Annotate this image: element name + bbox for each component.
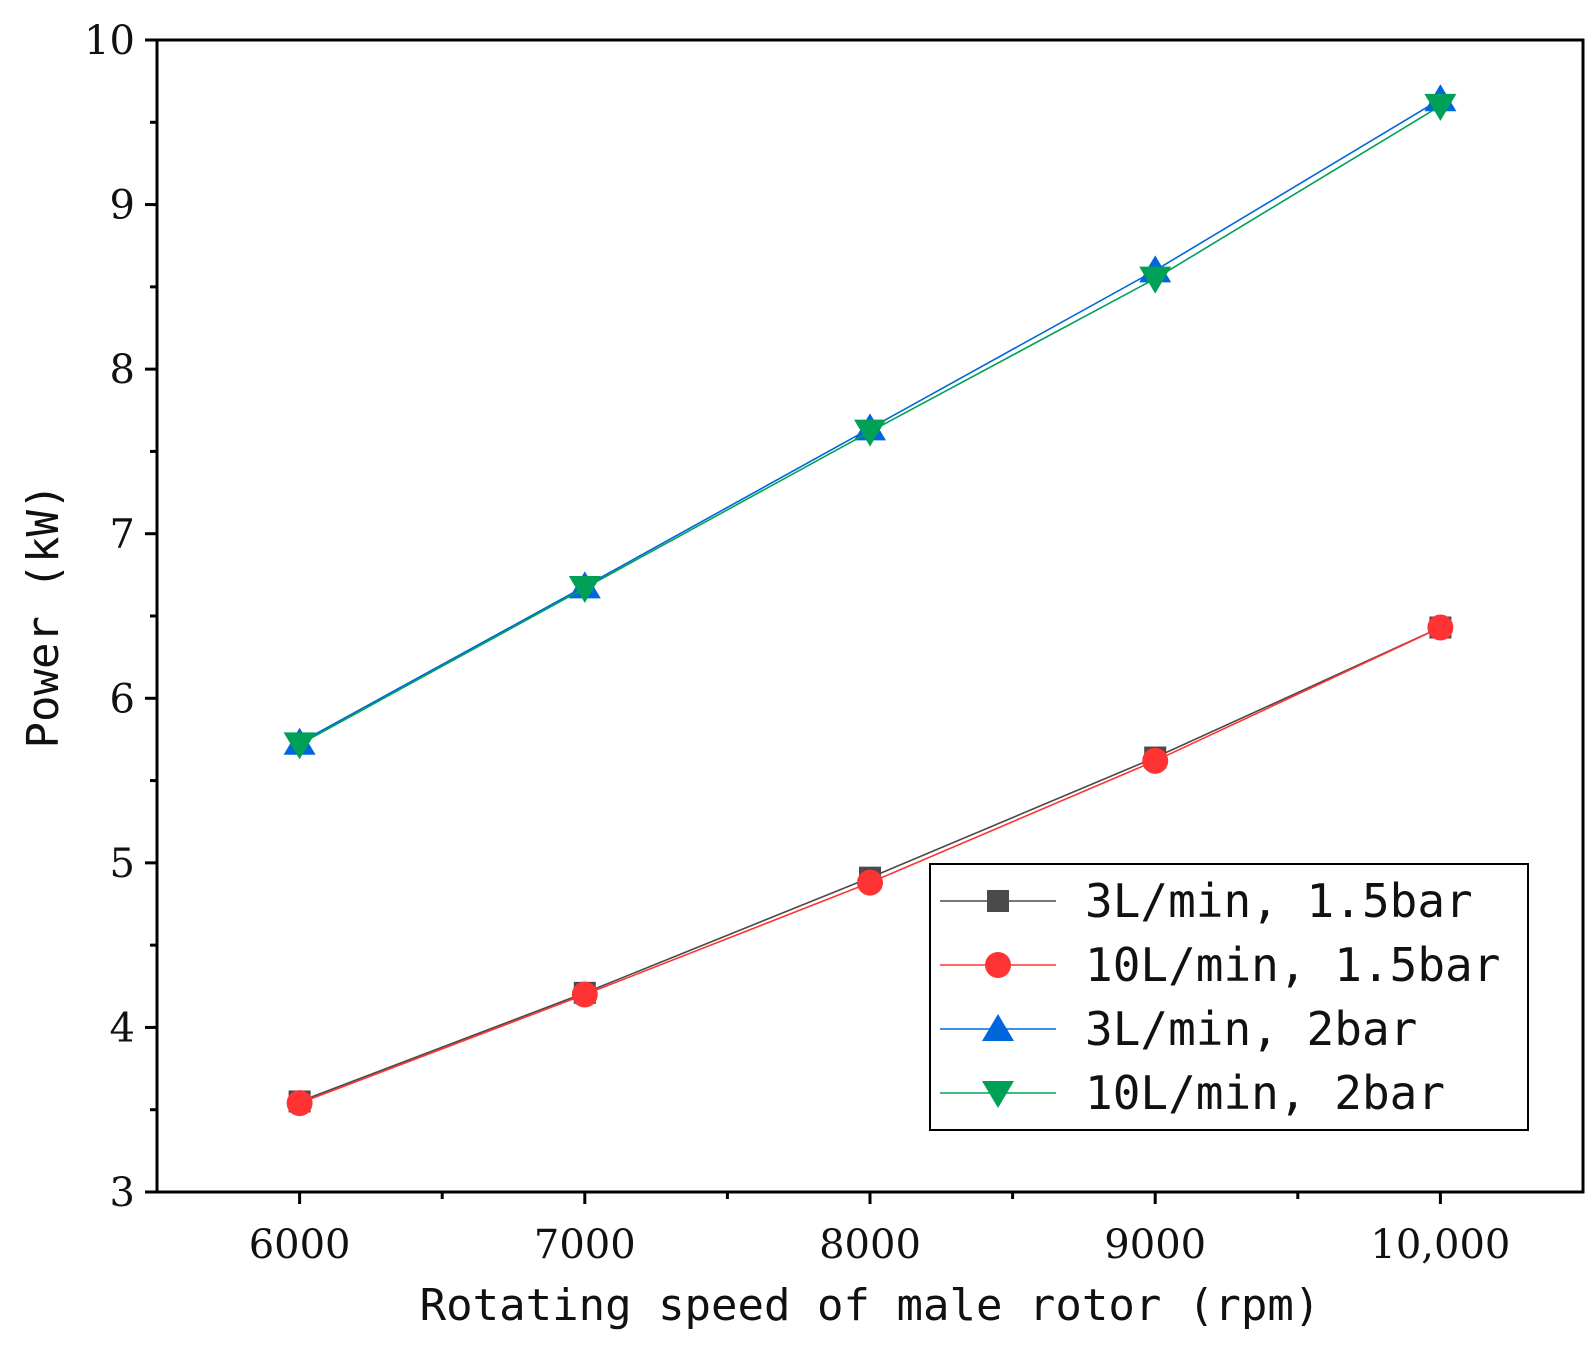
series-layer xyxy=(283,84,1457,1117)
axis-ticks: 6000 7000 8000 9000 10,000 3 4 5 6 7 8 9 10 xyxy=(84,18,1510,1268)
y-tick-label: 5 xyxy=(110,841,135,887)
legend-item: 10L/min, 1.5bar xyxy=(940,938,1500,992)
x-tick-label: 7000 xyxy=(534,1222,636,1268)
data-point xyxy=(854,419,886,447)
x-tick-label: 9000 xyxy=(1104,1222,1206,1268)
legend-item: 3L/min, 1.5bar xyxy=(940,874,1473,928)
data-point xyxy=(857,869,883,896)
legend-marker xyxy=(982,1014,1014,1041)
legend-marker xyxy=(985,952,1011,978)
x-tick-label: 8000 xyxy=(819,1222,921,1268)
legend-label: 3L/min, 1.5bar xyxy=(1085,874,1473,928)
series-3 xyxy=(283,84,1457,755)
data-point xyxy=(1139,266,1172,294)
y-axis-title: Power (kW) xyxy=(18,484,69,749)
y-tick-label: 8 xyxy=(110,347,135,393)
legend-marker xyxy=(987,890,1009,912)
data-point xyxy=(1427,614,1454,641)
legend-label: 10L/min, 1.5bar xyxy=(1085,938,1500,992)
legend-marker xyxy=(982,1081,1014,1108)
y-tick-label: 7 xyxy=(110,512,135,558)
x-axis-title: Rotating speed of male rotor (rpm) xyxy=(420,1280,1321,1331)
data-point xyxy=(1142,747,1169,774)
data-point xyxy=(1424,93,1457,121)
legend-item: 10L/min, 2bar xyxy=(940,1066,1445,1120)
legend-item: 3L/min, 2bar xyxy=(940,1002,1417,1056)
series-2 xyxy=(286,614,1454,1117)
plot-frame xyxy=(155,38,1585,1194)
legend-box xyxy=(929,863,1529,1131)
x-tick-label: 6000 xyxy=(249,1222,351,1268)
y-tick-label: 10 xyxy=(84,18,135,64)
legend: 3L/min, 1.5bar 10L/min, 1.5bar 3L/min, 2ba… xyxy=(929,863,1529,1131)
y-tick-label: 4 xyxy=(110,1005,135,1051)
series-4 xyxy=(283,93,1457,760)
data-point xyxy=(283,732,316,760)
x-tick-label: 10,000 xyxy=(1370,1222,1510,1268)
y-tick-label: 6 xyxy=(110,676,135,722)
legend-label: 3L/min, 2bar xyxy=(1085,1002,1417,1056)
legend-label: 10L/min, 2bar xyxy=(1085,1066,1445,1120)
y-tick-label: 3 xyxy=(110,1170,135,1216)
data-point xyxy=(571,981,598,1008)
data-point xyxy=(568,576,601,604)
y-tick-label: 9 xyxy=(110,183,135,229)
data-point xyxy=(286,1090,313,1117)
